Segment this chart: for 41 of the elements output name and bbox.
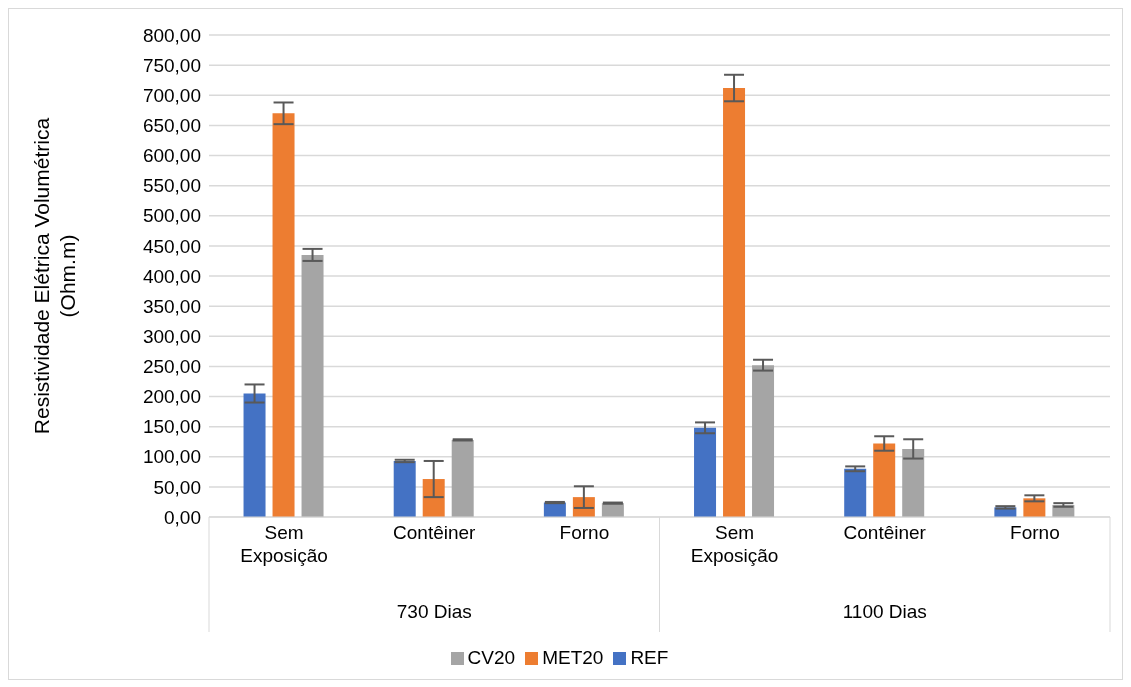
- bar: [844, 468, 867, 517]
- y-tick-label: 700,00: [142, 85, 201, 106]
- bar: [723, 88, 746, 517]
- y-tick-label: 350,00: [142, 295, 201, 317]
- y-tick-label: 250,00: [142, 356, 201, 378]
- x-tick-label: Sem Exposição: [240, 522, 328, 566]
- bar: [451, 439, 474, 517]
- x-tick-label: Forno: [1010, 522, 1060, 543]
- y-tick-label: 300,00: [142, 325, 201, 347]
- x-tick-label: Contêiner: [393, 522, 477, 543]
- text: 730 Dias: [396, 601, 472, 622]
- bar: [694, 427, 717, 517]
- bar: [393, 460, 416, 517]
- y-tick-label: 650,00: [142, 115, 201, 137]
- y-tick-label: 600,00: [142, 145, 201, 167]
- text: 1100 Dias: [842, 601, 927, 622]
- legend-label: MET20: [542, 647, 604, 668]
- y-tick-label: 450,00: [142, 235, 201, 257]
- y-tick-label: 100,00: [142, 446, 201, 468]
- y-tick-label: 0,00: [164, 506, 201, 528]
- x-tick-label: Forno: [559, 522, 610, 543]
- bar: [422, 479, 445, 517]
- y-tick-label: 550,00: [142, 175, 201, 197]
- y-tick-label: 750,00: [142, 54, 201, 76]
- bar: [752, 365, 775, 517]
- x-tick-label: Contêiner: [843, 522, 927, 543]
- y-axis-title: Resistividade Elétrica Volumétrica (Ohm.m): [30, 117, 79, 435]
- bar: [272, 113, 295, 517]
- legend-label: CV20: [467, 647, 516, 668]
- y-tick-label: 400,00: [142, 265, 201, 287]
- y-tick-label: 800,00: [142, 24, 201, 46]
- bar: [301, 254, 324, 517]
- y-tick-label: 500,00: [142, 205, 201, 227]
- y-tick-label: 200,00: [142, 386, 201, 408]
- legend-label: REF: [630, 647, 669, 668]
- bar: [873, 443, 896, 517]
- bar: [243, 393, 266, 517]
- bar: [902, 448, 925, 517]
- x-tick-label: Sem Exposição: [690, 522, 779, 566]
- y-tick-label: 150,00: [142, 416, 201, 438]
- y-tick-label: 50,00: [153, 476, 201, 498]
